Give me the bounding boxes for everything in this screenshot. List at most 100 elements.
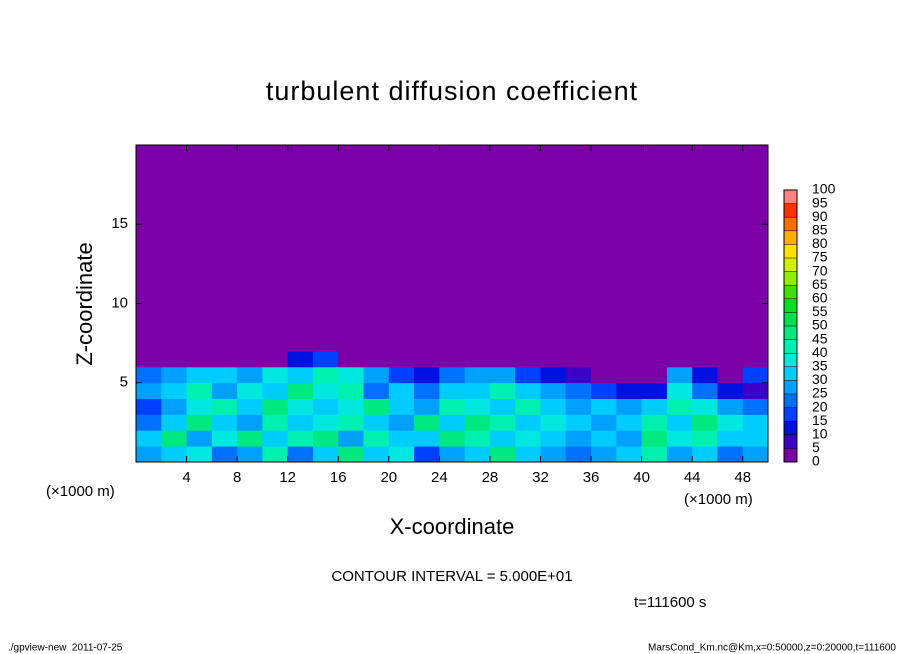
cell	[414, 382, 440, 399]
cell	[591, 145, 617, 352]
cell	[287, 366, 314, 384]
colorbar-swatch	[784, 448, 797, 463]
colorbar-label: 40	[812, 344, 828, 360]
cell	[489, 382, 516, 399]
cell	[388, 145, 415, 352]
cell	[666, 446, 693, 463]
colorbar-label: 0	[812, 453, 820, 469]
cell	[616, 430, 642, 447]
cell	[338, 414, 364, 431]
cell	[388, 446, 415, 463]
colorbar-swatch	[784, 230, 797, 245]
cell	[565, 145, 592, 352]
cell	[186, 351, 213, 368]
cell	[666, 414, 693, 431]
cell	[692, 430, 718, 447]
cell	[616, 366, 642, 384]
colorbar-swatch	[784, 353, 797, 368]
cell	[616, 145, 642, 352]
cell	[161, 446, 187, 463]
cell	[616, 351, 642, 368]
colorbar-label: 25	[812, 385, 828, 401]
cell	[388, 430, 415, 447]
cell	[237, 446, 263, 463]
colorbar-label: 45	[812, 330, 828, 346]
cell	[464, 446, 491, 463]
cell	[515, 382, 541, 399]
colorbar-swatch	[784, 244, 797, 259]
cell	[565, 414, 592, 431]
cell	[591, 366, 617, 384]
cell	[489, 414, 516, 431]
cell	[717, 145, 744, 352]
colorbar-swatch	[784, 258, 797, 272]
cell	[414, 366, 440, 384]
cell	[312, 145, 339, 352]
cell	[692, 446, 718, 463]
cell	[641, 414, 668, 431]
cell	[489, 366, 516, 384]
cell	[161, 366, 187, 384]
cell	[388, 382, 415, 399]
cell	[591, 398, 617, 415]
cell	[414, 430, 440, 447]
cell	[666, 430, 693, 447]
cell	[641, 145, 668, 352]
colorbar-swatch	[784, 217, 797, 232]
cell	[186, 145, 213, 352]
cell	[262, 351, 289, 368]
cell	[363, 351, 390, 368]
colorbar-label: 15	[812, 412, 828, 428]
cell	[186, 382, 213, 399]
x-tick-label: 40	[633, 469, 650, 486]
cell	[211, 414, 238, 431]
colorbar-swatch	[784, 366, 797, 381]
cell	[616, 398, 642, 415]
cell	[742, 382, 769, 399]
cell	[540, 366, 567, 384]
colorbar-swatch	[784, 285, 797, 300]
cell	[742, 145, 769, 352]
x-tick-label: 32	[532, 469, 549, 486]
cell	[363, 145, 390, 352]
cell	[136, 414, 162, 431]
cell	[363, 446, 390, 463]
cell	[666, 351, 693, 368]
y-tick-label: 10	[111, 294, 128, 311]
colorbar-label: 20	[812, 398, 828, 414]
cell	[742, 446, 769, 463]
cell	[666, 398, 693, 415]
cell	[237, 398, 263, 415]
colorbar-swatch	[784, 380, 797, 395]
cell	[363, 414, 390, 431]
cell	[161, 398, 187, 415]
cell	[363, 366, 390, 384]
cell	[161, 382, 187, 399]
cell	[237, 382, 263, 399]
cell	[515, 398, 541, 415]
cell	[565, 398, 592, 415]
cell	[439, 382, 466, 399]
x-tick-label: 20	[380, 469, 397, 486]
cell	[237, 351, 263, 368]
cell	[489, 398, 516, 415]
cell	[666, 382, 693, 399]
cell	[414, 446, 440, 463]
cell	[237, 366, 263, 384]
cell	[388, 366, 415, 384]
cell	[338, 145, 364, 352]
cell	[312, 446, 339, 463]
cell	[616, 382, 642, 399]
cell	[414, 398, 440, 415]
x-axis-label: X-coordinate	[390, 514, 515, 539]
cell	[211, 398, 238, 415]
cell	[515, 430, 541, 447]
x-tick-label: 4	[182, 469, 190, 486]
cell	[641, 382, 668, 399]
cell	[641, 446, 668, 463]
cell	[464, 366, 491, 384]
cell	[489, 446, 516, 463]
colorbar-swatch	[784, 434, 797, 449]
cell	[591, 446, 617, 463]
cell	[262, 366, 289, 384]
